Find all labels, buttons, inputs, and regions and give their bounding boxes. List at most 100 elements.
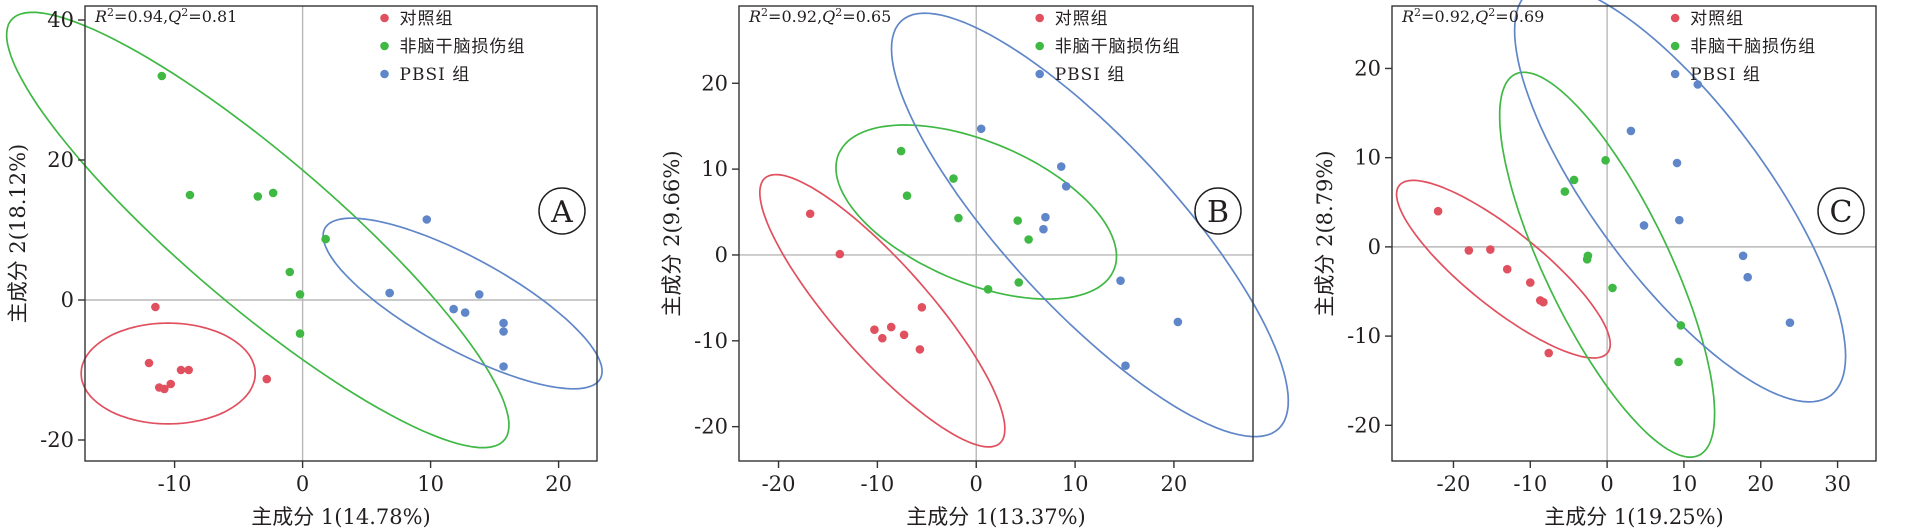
y-axis-title: 主成分 2(9.66%) xyxy=(660,150,684,316)
plot-frame xyxy=(738,5,1254,462)
x-tick-label: -20 xyxy=(762,472,796,496)
legend-label-3: PBSI 组 xyxy=(400,65,471,85)
data-point-series-3 xyxy=(1056,162,1066,171)
data-point-series-2 xyxy=(1608,283,1617,293)
data-point-series-3 xyxy=(976,124,986,134)
panel-letter-circle xyxy=(1194,187,1242,235)
stat-value: 0.92 xyxy=(1434,7,1470,26)
data-point-series-3 xyxy=(1738,251,1748,261)
data-point-series-1 xyxy=(1502,264,1512,274)
data-point-series-3 xyxy=(1672,158,1682,168)
legend-marker-2 xyxy=(1670,41,1680,51)
x-axis-title: 主成分 1(14.78%) xyxy=(251,505,431,529)
confidence-ellipse-1 xyxy=(1395,179,1612,359)
stat-symbol: = xyxy=(114,7,127,26)
y-tick-label: -10 xyxy=(1347,324,1381,348)
chart-panel-a: -10 0 10 20 -20 0 20 40 主成分 1(14.78%) 主成分 2(18.12… xyxy=(5,5,603,529)
y-tick-label: 0 xyxy=(715,243,728,267)
data-point-series-2 xyxy=(268,188,278,198)
data-point-series-1 xyxy=(184,365,193,375)
y-tick-label: -20 xyxy=(1347,413,1381,437)
data-point-series-1 xyxy=(915,345,925,354)
data-point-series-3 xyxy=(1173,317,1183,327)
model-fit-stats: R2=0.92,Q2=0.69 xyxy=(1401,6,1544,27)
data-point-series-2 xyxy=(954,213,963,223)
data-point-series-2 xyxy=(157,71,167,81)
legend-marker-3 xyxy=(380,69,389,79)
data-point-series-3 xyxy=(499,327,508,336)
data-point-series-1 xyxy=(176,365,186,375)
data-point-series-1 xyxy=(805,209,815,219)
legend-marker-1 xyxy=(1035,13,1044,23)
stat-symbol: Q xyxy=(822,7,835,26)
data-point-series-1 xyxy=(151,302,160,312)
data-point-series-3 xyxy=(1039,224,1048,234)
stat-symbol: 2 xyxy=(1414,6,1421,19)
stat-symbol: = xyxy=(1421,7,1434,26)
x-tick-label: 20 xyxy=(1747,472,1774,496)
x-tick-label: -20 xyxy=(1437,472,1471,496)
legend-marker-3 xyxy=(1035,69,1044,79)
stat-value: 0.92 xyxy=(781,7,817,26)
data-point-series-2 xyxy=(949,174,958,183)
data-point-series-2 xyxy=(1013,216,1023,225)
data-point-series-2 xyxy=(185,190,195,200)
data-point-series-2 xyxy=(1601,156,1610,165)
data-point-series-3 xyxy=(499,362,508,371)
data-point-series-1 xyxy=(835,249,845,259)
y-tick-label: 20 xyxy=(47,148,74,172)
data-point-series-2 xyxy=(983,285,993,294)
legend-label-2: 非脑干脑损伤组 xyxy=(1055,37,1181,57)
x-tick-label: 10 xyxy=(417,472,444,496)
data-point-series-1 xyxy=(878,333,887,343)
data-point-series-1 xyxy=(1544,348,1554,358)
confidence-ellipse-2 xyxy=(5,11,510,449)
data-point-series-3 xyxy=(422,215,432,224)
stat-symbol: R xyxy=(94,7,107,26)
stat-value: 0.81 xyxy=(202,7,238,26)
data-point-series-2 xyxy=(896,146,906,156)
data-point-series-1 xyxy=(144,358,154,368)
stat-symbol: = xyxy=(188,7,201,26)
data-point-series-3 xyxy=(1061,181,1071,191)
data-point-series-3 xyxy=(1693,80,1703,89)
stat-symbol: 2 xyxy=(181,6,188,19)
y-tick-label: -10 xyxy=(694,329,728,353)
x-axis-title: 主成分 1(19.25%) xyxy=(1544,505,1724,529)
stat-symbol: 2 xyxy=(835,6,842,19)
data-point-series-1 xyxy=(1433,206,1443,216)
stat-value: 0.65 xyxy=(856,7,892,26)
data-point-series-3 xyxy=(1041,212,1050,222)
data-point-series-1 xyxy=(917,303,927,312)
legend-marker-1 xyxy=(1670,13,1680,23)
stat-symbol: = xyxy=(768,7,781,26)
x-tick-label: -10 xyxy=(1513,472,1547,496)
data-point-series-1 xyxy=(1539,297,1548,307)
chart-panel-c: -20 -10 0 10 20 30 -20 -10 0 10 20 主成分 1(19.25%) 主成分… xyxy=(1313,0,1877,529)
y-axis-title: 主成分 2(18.12%) xyxy=(6,144,30,324)
panel-letter-circle xyxy=(1817,187,1865,235)
x-tick-label: 0 xyxy=(970,472,983,496)
legend-label-2: 非脑干脑损伤组 xyxy=(1690,37,1816,57)
legend-label-1: 对照组 xyxy=(400,9,454,29)
data-point-series-1 xyxy=(886,322,896,332)
data-point-series-1 xyxy=(1464,246,1474,255)
data-point-series-3 xyxy=(1626,126,1636,136)
data-point-series-3 xyxy=(1121,361,1130,371)
legend-label-1: 对照组 xyxy=(1055,9,1109,29)
data-point-series-3 xyxy=(474,290,484,299)
x-tick-label: 0 xyxy=(296,472,309,496)
panel-letter: B xyxy=(1207,195,1229,230)
data-point-series-2 xyxy=(1582,255,1592,264)
panel-letter-circle xyxy=(538,187,586,235)
data-point-series-2 xyxy=(1676,321,1686,330)
x-tick-label: 20 xyxy=(545,472,572,496)
y-tick-label: -20 xyxy=(694,415,728,439)
stat-symbol: R xyxy=(1401,7,1414,26)
data-point-series-3 xyxy=(460,308,470,317)
stat-value: 0.94 xyxy=(127,7,163,26)
data-point-series-2 xyxy=(295,290,305,299)
data-point-series-3 xyxy=(1639,221,1649,230)
stat-symbol: = xyxy=(842,7,855,26)
legend-marker-1 xyxy=(380,13,389,23)
